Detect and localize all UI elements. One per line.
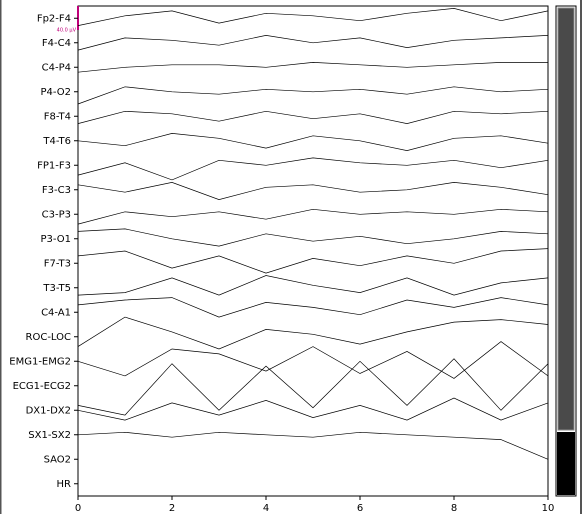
x-tick-label: 0 — [75, 503, 81, 514]
scrollbar-thumb[interactable] — [557, 7, 575, 431]
channel-trace — [77, 316, 549, 350]
channel-label: C3-P3 — [42, 209, 71, 220]
channel-trace — [77, 8, 549, 26]
channel-trace — [77, 182, 549, 200]
channel-label: Fp2-F4 — [37, 13, 71, 24]
x-tick-label: 10 — [542, 503, 555, 514]
channel-label: P3-O1 — [40, 234, 71, 245]
channel-label: ROC-LOC — [26, 332, 71, 343]
channel-trace — [77, 358, 549, 416]
channel-label: FP1-F3 — [37, 160, 71, 171]
channel-label: EMG1-EMG2 — [9, 356, 71, 367]
channel-trace — [77, 341, 549, 379]
channel-label: HR — [57, 479, 72, 490]
scrollbar-end — [557, 432, 575, 495]
channel-label: SAO2 — [44, 454, 71, 465]
channel-label: T3-T5 — [42, 283, 71, 294]
channel-trace — [77, 248, 549, 274]
channel-trace — [77, 228, 549, 247]
plot-area — [77, 5, 549, 497]
scale-label: 40.0 µV — [57, 28, 77, 34]
channel-trace — [77, 275, 549, 296]
channel-label: P4-O2 — [40, 87, 71, 98]
channel-label: F8-T4 — [44, 111, 71, 122]
channel-label: F3-C3 — [42, 185, 71, 196]
channel-label: T4-T6 — [42, 136, 71, 147]
channel-trace — [77, 35, 549, 51]
x-tick-label: 6 — [357, 503, 363, 514]
x-tick-label: 8 — [451, 503, 457, 514]
x-tick-label: 4 — [263, 503, 269, 514]
channel-label: C4-A1 — [41, 307, 71, 318]
channel-trace — [77, 62, 548, 73]
channel-label: ECG1-ECG2 — [13, 381, 71, 392]
channel-trace — [77, 208, 549, 225]
channel-label: C4-P4 — [42, 62, 71, 73]
channel-label: F7-T3 — [44, 258, 71, 269]
x-tick-label: 2 — [169, 503, 175, 514]
channel-trace — [77, 297, 549, 318]
channel-trace — [77, 133, 549, 151]
plot-frame — [77, 5, 549, 497]
channel-trace — [77, 110, 549, 124]
channel-trace — [77, 397, 549, 421]
channel-trace — [77, 86, 549, 105]
channel-label: DX1-DX2 — [26, 405, 71, 416]
channel-label: SX1-SX2 — [28, 430, 71, 441]
channel-trace — [77, 157, 549, 181]
channel-label: F4-C4 — [42, 38, 71, 49]
channel-trace — [77, 431, 549, 460]
